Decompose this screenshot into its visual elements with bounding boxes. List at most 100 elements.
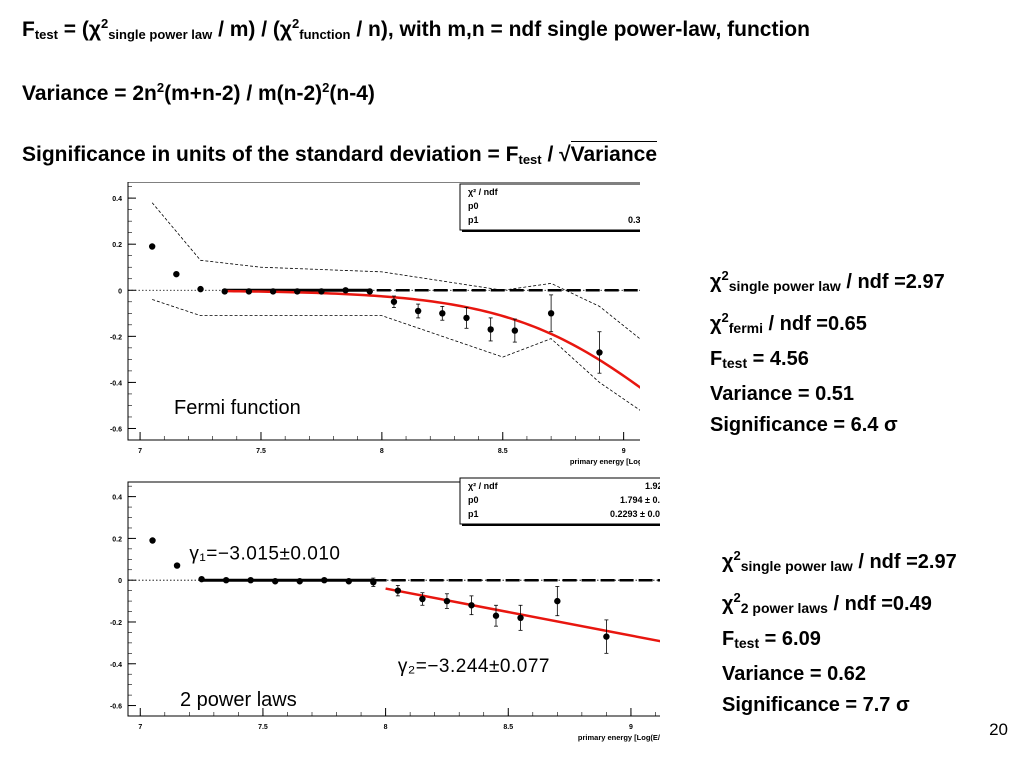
header-line-3: Significance in units of the standard de… [22,141,658,167]
chi-symbol: χ [722,593,734,615]
formula-part: (n-4) [329,82,375,105]
data-point [419,595,426,603]
formula-part: / n), with m,n = ndf single power-law, f… [350,18,810,41]
data-point [517,614,524,622]
stat-subscript: 2 power laws [740,600,828,616]
data-point [318,288,325,295]
x-tick-label: 7.5 [256,448,266,455]
variance-under-root: Variance [570,141,658,166]
x-tick-label: 9 [622,448,626,455]
two-power-laws-chart: -0.6 -0.4 -0.2 0 0.2 0.4 7 7.5 8 8.5 9 primary ener… [110,477,660,742]
y-tick-label: 0.2 [112,536,122,543]
formula-part: (m+n-2) / m(n-2) [164,82,323,105]
fermi-fit-curve [224,289,640,389]
chart-annotation: Fermi function [174,397,301,419]
stat-variance: Variance = 0.62 [722,663,867,685]
data-point [342,287,349,294]
exponent: 2 [721,268,729,283]
stat-value: = 6.09 [759,628,821,650]
stat-significance: Significance = 7.7 σ [722,694,910,716]
stat-subscript: single power law [728,278,841,294]
data-point [547,310,555,317]
data-point [463,314,470,322]
exponent: 2 [100,16,109,31]
x-tick-label: 8.5 [503,724,513,731]
chart-annotation: 2 power laws [180,689,297,711]
data-point [245,288,253,295]
stats-panel-top: χ2single power law / ndf =2.97 χ2fermi /… [710,260,945,441]
stat-value: / ndf =0.65 [762,313,867,335]
data-point [554,597,561,605]
stat-row-label: χ² / ndf [468,187,499,197]
f-symbol: F [722,628,735,650]
stat-row-value: 0.3234 ± 0.04267 [628,215,640,225]
stats-panel-bottom: χ2single power law / ndf =2.97 χ22 power… [722,540,957,721]
data-point [511,327,519,334]
y-tick-label: 0 [118,578,122,585]
x-tick-label: 7 [138,724,142,731]
data-point [247,576,254,584]
exponent: 2 [733,590,741,605]
data-point [221,288,228,295]
data-point [443,597,451,605]
test-subscript: test [722,355,748,371]
data-point [272,578,279,585]
exponent: 2 [721,310,729,325]
error-band-upper [151,202,640,340]
header-line-1: Ftest = (χ2single power law / m) / (χ2fu… [22,16,810,42]
chi-symbol: χ [722,551,734,573]
y-tick-label: -0.2 [110,334,122,341]
data-point [394,587,402,594]
chi-symbol: χ [710,271,722,293]
formula-part: = (χ [57,18,101,41]
stat-row-label: p0 [468,495,479,505]
plot-frame [127,182,640,441]
stat-chi2-fermi: χ2fermi / ndf =0.65 [710,302,945,344]
data-point [487,326,494,333]
stat-chi2-two-power-laws: χ22 power laws / ndf =0.49 [722,582,957,624]
data-point [468,602,475,609]
data-point [149,537,156,544]
f-symbol: F [22,18,35,41]
data-point [366,288,373,295]
stat-row-value: 1.926 / 7 [645,481,660,491]
plot-frame [127,481,660,717]
x-tick-label: 8.5 [498,448,508,455]
stat-row-label: p1 [468,509,479,519]
data-point [370,579,377,586]
fermi-function-chart: -0.6 -0.4 -0.2 0 0.2 0.4 7 7.5 8 8.5 9 primary ener… [110,182,640,466]
y-tick-label: 0.4 [112,196,122,203]
stat-value: / ndf =2.97 [840,271,945,293]
page-number: 20 [989,720,1008,739]
x-axis-label: primary energy [Log(E/GeV)] [578,733,660,742]
stat-row-label: χ² / ndf [468,481,499,491]
y-tick-label: 0.4 [112,495,122,502]
stat-ftest: Ftest = 6.09 [722,624,957,659]
stat-subscript: fermi [728,320,763,336]
data-point [321,576,328,584]
exponent: 2 [156,80,165,95]
test-subscript: test [34,27,58,42]
data-point [173,270,180,278]
data-point [296,578,303,585]
y-tick-label: -0.6 [110,426,122,433]
x-axis-label: primary energy [Log(E/GeV)] [570,457,640,466]
stat-row-label: p1 [468,215,479,225]
data-point [414,307,422,315]
test-subscript: test [518,152,542,167]
stat-variance: Variance = 0.51 [710,383,855,405]
y-tick-label: -0.6 [110,704,122,711]
stat-significance: Significance = 6.4 σ [710,414,898,436]
data-point [390,298,398,305]
second-power-law-fit-line [385,587,660,643]
data-point [294,288,301,295]
exponent: 2 [322,80,330,95]
stat-value: = 4.56 [747,348,809,370]
x-tick-label: 8 [384,724,388,731]
y-tick-label: -0.4 [110,662,122,669]
x-tick-label: 7.5 [258,724,268,731]
y-tick-label: -0.4 [110,380,122,387]
formula-part: Variance = 2n [22,82,157,105]
data-point [198,575,205,583]
y-tick-label: -0.2 [110,620,122,627]
